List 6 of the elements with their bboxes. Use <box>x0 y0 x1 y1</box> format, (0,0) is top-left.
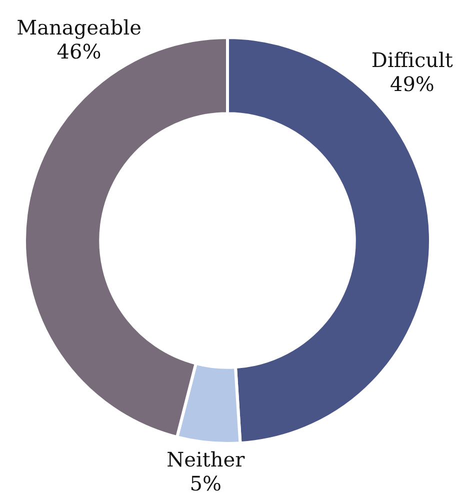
data-label: 49% <box>390 72 434 96</box>
data-label: 5% <box>190 471 222 496</box>
slice-label: Manageable <box>16 15 142 40</box>
data-label: 46% <box>56 39 102 64</box>
slice-label: Neither <box>166 447 246 472</box>
slice-label: Difficult <box>371 48 453 72</box>
